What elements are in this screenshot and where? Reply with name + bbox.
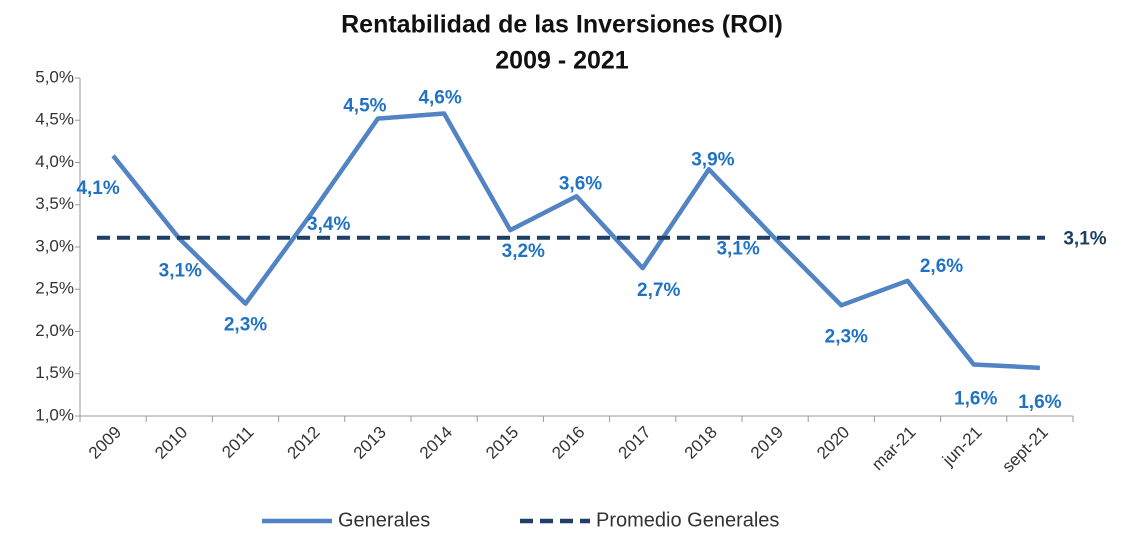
data-label: 3,4% bbox=[307, 214, 350, 235]
x-tick-label: 2013 bbox=[350, 423, 390, 463]
x-tick-label: mar-21 bbox=[868, 423, 920, 475]
data-label: 3,9% bbox=[691, 149, 734, 170]
x-tick-label: 2017 bbox=[615, 423, 655, 463]
chart-title: Rentabilidad de las Inversiones (ROI) bbox=[341, 11, 783, 39]
x-tick-label: 2015 bbox=[482, 423, 522, 463]
data-label: 4,1% bbox=[76, 178, 119, 199]
legend-label: Promedio Generales bbox=[596, 509, 779, 531]
data-label: 2,3% bbox=[224, 315, 267, 336]
data-label: 2,7% bbox=[637, 280, 680, 301]
data-label: 1,6% bbox=[1018, 392, 1061, 413]
x-tick-label: 2009 bbox=[85, 423, 125, 463]
y-tick-label: 2,0% bbox=[35, 321, 74, 340]
x-tick-label: 2010 bbox=[151, 423, 191, 463]
data-label: 4,6% bbox=[418, 88, 461, 109]
y-tick-label: 4,0% bbox=[35, 152, 74, 171]
average-label: 3,1% bbox=[1063, 229, 1106, 250]
y-tick-label: 3,0% bbox=[35, 236, 74, 255]
data-label: 3,6% bbox=[559, 173, 602, 194]
data-label: 3,1% bbox=[716, 239, 759, 260]
y-tick-label: 1,0% bbox=[35, 405, 74, 424]
data-label: 3,2% bbox=[502, 241, 545, 262]
data-label: 1,6% bbox=[954, 388, 997, 409]
y-tick-label: 3,5% bbox=[35, 194, 74, 213]
x-tick-label: 2016 bbox=[548, 423, 588, 463]
x-tick-label: 2011 bbox=[218, 423, 257, 462]
y-tick-label: 2,5% bbox=[35, 279, 74, 298]
series-line bbox=[111, 111, 1041, 371]
data-label: 2,3% bbox=[825, 326, 868, 347]
x-tick-label: 2014 bbox=[416, 423, 456, 463]
legend-label: Generales bbox=[338, 509, 430, 531]
y-tick-label: 4,5% bbox=[35, 110, 74, 129]
x-tick-label: 2012 bbox=[284, 423, 324, 463]
x-tick-label: 2020 bbox=[813, 423, 853, 463]
data-label: 3,1% bbox=[159, 261, 202, 282]
x-tick-label: 2018 bbox=[681, 423, 721, 463]
x-tick-label: 2019 bbox=[747, 423, 787, 463]
chart-subtitle: 2009 - 2021 bbox=[495, 47, 629, 75]
y-tick-label: 1,5% bbox=[35, 363, 74, 382]
x-tick-label: sept-21 bbox=[998, 423, 1052, 477]
x-tick-label: jun-21 bbox=[938, 423, 986, 471]
data-label: 4,5% bbox=[343, 96, 386, 117]
data-label: 2,6% bbox=[920, 256, 963, 277]
y-tick-label: 5,0% bbox=[35, 67, 74, 86]
